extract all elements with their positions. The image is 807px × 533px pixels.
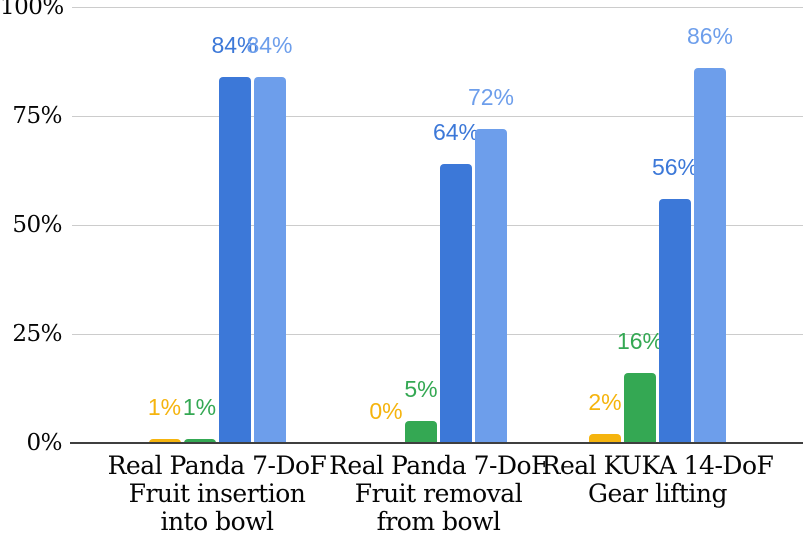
bar-value-label: 0% [369,398,403,424]
bar [183,438,216,443]
bar [589,434,621,443]
bar-value-label: 5% [404,376,438,403]
bar [440,163,472,443]
x-axis-line [70,442,803,444]
category-label-line: Real KUKA 14-DoF [541,451,774,480]
gridline [72,334,803,335]
category-label-line: into bowl [160,507,274,533]
category-label-line: Fruit removal [354,479,523,508]
y-axis-tick-label: 75% [12,103,62,129]
x-axis-category-label: Real KUKA 14-DoF Gear lifting [518,452,798,508]
bar [148,438,181,443]
bar-value-label: 84% [246,31,293,58]
gridline [72,116,803,117]
bar [475,129,507,443]
y-axis-tick-label: 50% [12,212,62,238]
bar [405,421,437,443]
category-label-line: Fruit insertion [128,479,306,508]
y-axis-tick-label: 0% [26,430,63,456]
y-axis-tick-label: 100% [0,0,64,20]
y-axis-tick-label: 25% [12,321,62,347]
bar-value-label: 1% [182,393,217,420]
bar [694,68,726,443]
x-axis-category-label: Real Panda 7-DoF Fruit insertion into bowl [77,452,357,533]
gridline [72,7,803,8]
category-label-line: Gear lifting [588,479,727,508]
bar-value-label: 16% [616,328,664,355]
bar [659,198,691,443]
category-label-line: from bowl [376,507,501,533]
bar-value-label: 86% [686,23,734,50]
bar-value-label: 2% [588,389,622,416]
category-label-line: Real Panda 7-DoF [329,451,548,480]
bar-value-label: 64% [432,118,480,145]
bar [624,373,656,443]
bar [218,76,251,443]
bar [253,76,286,443]
category-label-line: Real Panda 7-DoF [107,451,327,480]
bar-value-label: 1% [147,393,182,420]
gridline [72,225,803,226]
bar-value-label: 56% [651,153,699,180]
bar-value-label: 84% [211,31,258,58]
x-axis-category-label: Real Panda 7-DoF Fruit removal from bowl [299,452,579,533]
bar-value-label: 72% [467,84,515,111]
